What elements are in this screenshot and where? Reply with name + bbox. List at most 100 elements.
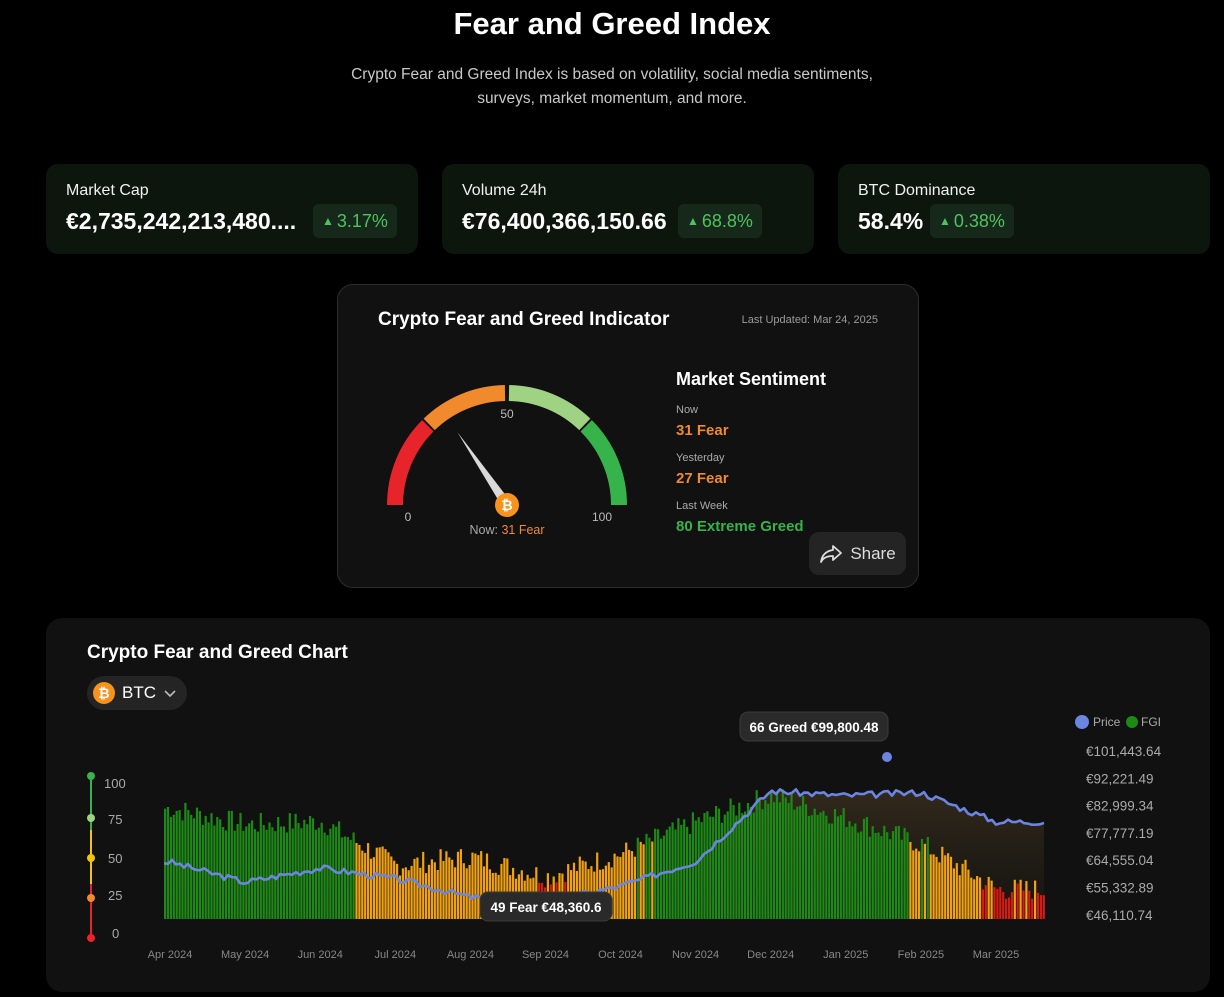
fgi-bar	[746, 803, 750, 919]
fgi-bar	[831, 823, 834, 919]
fgi-bar	[398, 875, 402, 919]
fgi-bar	[709, 816, 712, 919]
scale-label-50: 50	[108, 851, 122, 866]
fgi-bar	[712, 816, 715, 919]
scale-label-100: 100	[104, 776, 126, 791]
fgi-bar	[1039, 895, 1042, 919]
gauge-arc-extreme-greed	[580, 420, 627, 506]
fgi-bar	[920, 839, 924, 919]
volume-card: Volume 24h €76,400,366,150.66 ▲ 68.8%	[442, 164, 814, 254]
fgi-bar	[1005, 898, 1008, 919]
fgi-bar	[622, 852, 625, 919]
y-right-tick-label: €64,555.04	[1086, 853, 1154, 868]
fgi-bar	[401, 868, 404, 919]
legend-fgi-dot	[1126, 716, 1138, 728]
fgi-bar	[329, 828, 332, 919]
page-title: Fear and Greed Index	[453, 6, 771, 41]
fgi-bar	[793, 809, 796, 919]
tooltip-high-box	[739, 711, 889, 742]
y-right-tick-label: €55,332.89	[1086, 881, 1154, 896]
subtitle-line-1: Crypto Fear and Greed Index is based on …	[351, 66, 873, 83]
fgi-bar	[613, 853, 616, 919]
fgi-bar	[932, 854, 935, 919]
fgi-bar	[364, 852, 367, 919]
x-axis-ticks: Apr 2024 May 2024 Jun 2024 Jul 2024 Aug 2024…	[148, 949, 1020, 961]
sentiment-now-value: 31 Fear	[676, 422, 729, 439]
fgi-bar	[996, 888, 999, 919]
fgi-bar	[842, 808, 845, 919]
fgi-bar	[239, 813, 242, 919]
price-line	[163, 788, 1045, 906]
fear-greed-chart-card: Crypto Fear and Greed Chart ₿ BTC 100 75…	[46, 618, 1210, 992]
fgi-bar	[253, 829, 257, 919]
fgi-bar	[416, 857, 419, 919]
fgi-bar	[828, 823, 831, 919]
x-tick-label: Jul 2024	[375, 949, 417, 961]
x-tick-label: Mar 2025	[973, 949, 1019, 961]
fgi-bar	[802, 795, 805, 919]
fgi-bar	[860, 831, 863, 919]
fgi-bar	[758, 799, 761, 919]
fgi-bar	[338, 821, 341, 919]
fgi-bar	[236, 824, 239, 919]
fgi-bar	[224, 830, 228, 919]
gauge-arc-extreme-fear	[387, 420, 434, 506]
fgi-bar	[361, 850, 364, 919]
fgi-bar	[390, 856, 393, 919]
fgi-bar	[619, 856, 622, 919]
fgi-bar	[410, 865, 413, 919]
fgi-bar	[1025, 881, 1028, 919]
x-tick-label: Nov 2024	[672, 949, 719, 961]
fgi-bar	[251, 820, 254, 919]
fgi-bar	[384, 849, 387, 919]
fgi-bar	[874, 833, 877, 919]
fgi-bar	[825, 815, 828, 919]
x-tick-label: Apr 2024	[148, 949, 193, 961]
fgi-bar	[767, 803, 770, 919]
fgi-bar	[868, 836, 871, 919]
scale-dot-50	[87, 854, 95, 862]
fgi-bar	[485, 853, 489, 919]
fgi-bar	[636, 837, 639, 919]
bitcoin-glyph: ₿	[501, 497, 512, 513]
fgi-bar	[425, 873, 428, 919]
fgi-bar	[944, 855, 947, 919]
fgi-bar	[761, 809, 764, 919]
x-tick-label: Jun 2024	[298, 949, 343, 961]
price-high-marker	[882, 752, 892, 762]
market-cap-value: €2,735,242,213,480....	[66, 208, 297, 234]
fgi-bar	[807, 816, 810, 919]
coin-selector[interactable]: ₿ BTC	[87, 676, 187, 710]
fgi-bar	[358, 844, 361, 919]
gauge-now-prefix: Now:	[469, 523, 497, 537]
fgi-bar	[1028, 890, 1031, 919]
fgi-bar	[686, 826, 689, 919]
sentiment-yesterday-label: Yesterday	[676, 452, 725, 464]
volume-label: Volume 24h	[462, 182, 547, 199]
fgi-bar	[891, 831, 895, 919]
fgi-bar	[688, 833, 692, 919]
fgi-bar	[796, 806, 799, 919]
bitcoin-icon	[495, 493, 519, 517]
fgi-bar	[222, 827, 225, 919]
fgi-bar	[1013, 879, 1016, 919]
fgi-bar	[404, 867, 407, 919]
gauge-now-readout: Now: 31 Fear	[469, 523, 544, 537]
fgi-bar	[227, 810, 230, 919]
y-right-tick-label: €92,221.49	[1086, 771, 1154, 786]
fgi-bar	[427, 864, 431, 919]
fgi-bar	[317, 827, 320, 919]
fgi-bar	[445, 851, 448, 919]
fgi-bar	[854, 823, 857, 919]
fgi-bar	[506, 858, 509, 919]
fgi-bar	[790, 793, 793, 919]
fgi-bar	[662, 835, 665, 919]
share-button[interactable]: Share	[809, 532, 906, 575]
page-subtitle: Crypto Fear and Greed Index is based on …	[312, 63, 912, 111]
market-cap-card: Market Cap €2,735,242,213,480.... ▲ 3.17%	[46, 164, 418, 254]
fgi-bar	[439, 849, 442, 919]
fear-greed-gauge: 50 0 100 ₿ Now: 31 Fear	[387, 385, 627, 537]
fgi-bar	[726, 811, 729, 919]
fgi-bar	[993, 887, 996, 919]
fgi-bar	[970, 877, 973, 919]
